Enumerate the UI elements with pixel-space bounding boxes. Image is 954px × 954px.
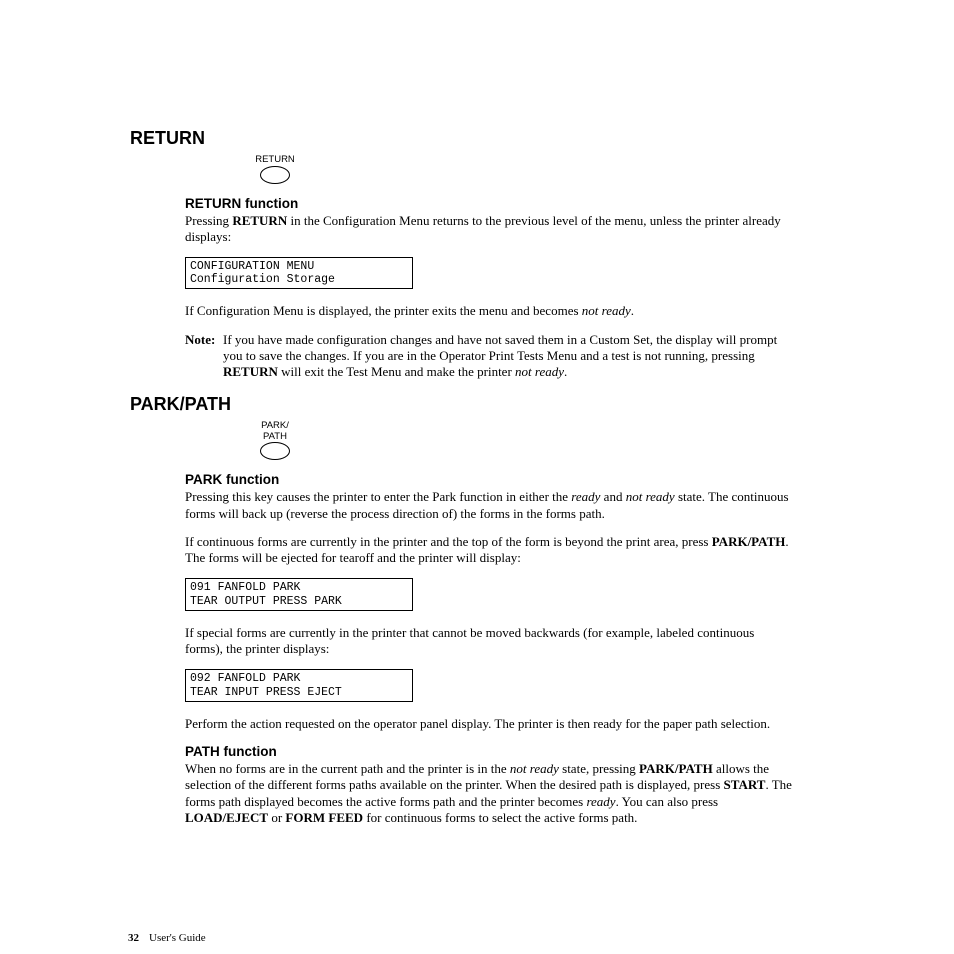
page-footer: 32 User's Guide <box>128 932 206 944</box>
footer-title: User's Guide <box>149 932 206 944</box>
section-heading-return: RETURN <box>130 128 794 149</box>
button-ellipse-icon <box>260 442 290 460</box>
park-para2: If continuous forms are currently in the… <box>185 534 794 567</box>
return-para1: Pressing RETURN in the Configuration Men… <box>185 213 794 246</box>
lcd-display-092: 092 FANFOLD PARK TEAR INPUT PRESS EJECT <box>185 669 413 701</box>
return-para2: If Configuration Menu is displayed, the … <box>185 303 794 319</box>
return-function-heading: RETURN function <box>185 196 794 211</box>
park-button-label2: PATH <box>250 432 300 442</box>
return-button-label: RETURN <box>250 155 300 165</box>
lcd-display-091: 091 FANFOLD PARK TEAR OUTPUT PRESS PARK <box>185 578 413 610</box>
park-function-heading: PARK function <box>185 472 794 487</box>
park-para4: Perform the action requested on the oper… <box>185 716 794 732</box>
path-function-heading: PATH function <box>185 744 794 759</box>
return-button-diagram: RETURN <box>250 155 300 184</box>
parkpath-button-diagram: PARK/ PATH <box>250 421 300 460</box>
section-heading-parkpath: PARK/PATH <box>130 394 794 415</box>
park-para1: Pressing this key causes the printer to … <box>185 489 794 522</box>
note-block: Note: If you have made configuration cha… <box>185 332 794 381</box>
park-button-label1: PARK/ <box>250 421 300 431</box>
page-number: 32 <box>128 932 139 944</box>
path-para: When no forms are in the current path an… <box>185 761 794 826</box>
note-text: If you have made configuration changes a… <box>223 332 794 381</box>
lcd-display-config: CONFIGURATION MENU Configuration Storage <box>185 257 413 289</box>
button-ellipse-icon <box>260 166 290 184</box>
park-para3: If special forms are currently in the pr… <box>185 625 794 658</box>
note-label: Note: <box>185 332 223 381</box>
